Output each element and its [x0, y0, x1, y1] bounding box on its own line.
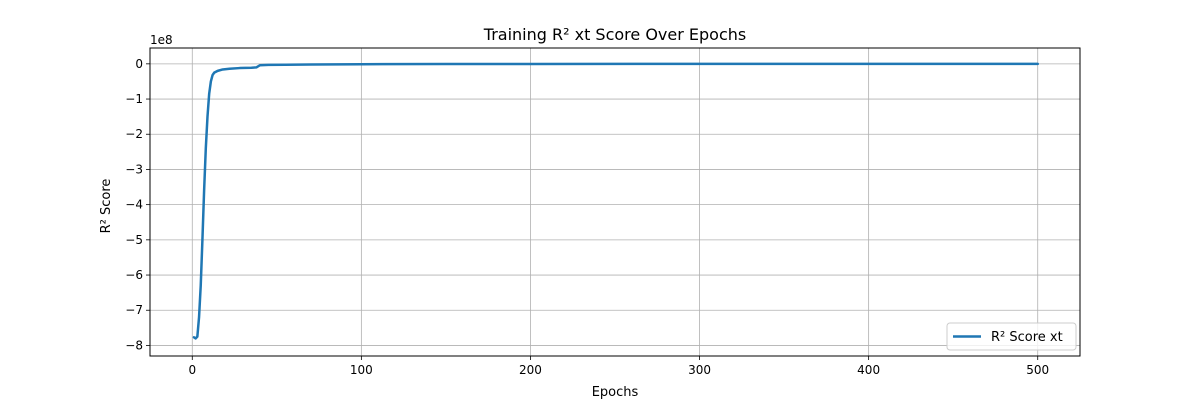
y-tick-label: −2: [125, 127, 143, 141]
y-tick-label: −7: [125, 303, 143, 317]
x-tick-label: 0: [188, 363, 196, 377]
y-tick-label: −8: [125, 338, 143, 352]
x-tick-label: 500: [1026, 363, 1049, 377]
x-tick-label: 200: [519, 363, 542, 377]
y-tick-label: −5: [125, 233, 143, 247]
y-offset-label: 1e8: [150, 33, 173, 47]
y-tick-label: −1: [125, 92, 143, 106]
x-tick-label: 300: [688, 363, 711, 377]
chart-title: Training R² xt Score Over Epochs: [483, 25, 746, 44]
x-tick-label: 100: [350, 363, 373, 377]
legend-label: R² Score xt: [991, 330, 1063, 345]
y-tick-label: −4: [125, 198, 143, 212]
legend-box: [946, 322, 1077, 351]
series-lines: [192, 62, 1039, 340]
x-axis-ticks: 0 100 200 300 400 500: [188, 356, 1049, 377]
grid: [150, 48, 1080, 356]
x-axis-label: Epochs: [592, 385, 639, 400]
legend: R² Score xt: [946, 322, 1077, 351]
y-tick-label: −3: [125, 162, 143, 176]
plot-area: [149, 47, 1081, 357]
y-axis-ticks: 0 −1 −2 −3 −4 −5 −6 −7 −8: [125, 57, 150, 352]
series-line: [192, 62, 1039, 340]
y-tick-label: 0: [135, 57, 143, 71]
x-tick-label: 400: [857, 363, 880, 377]
y-tick-label: −6: [125, 268, 143, 282]
y-axis-label: R² Score: [99, 179, 114, 234]
